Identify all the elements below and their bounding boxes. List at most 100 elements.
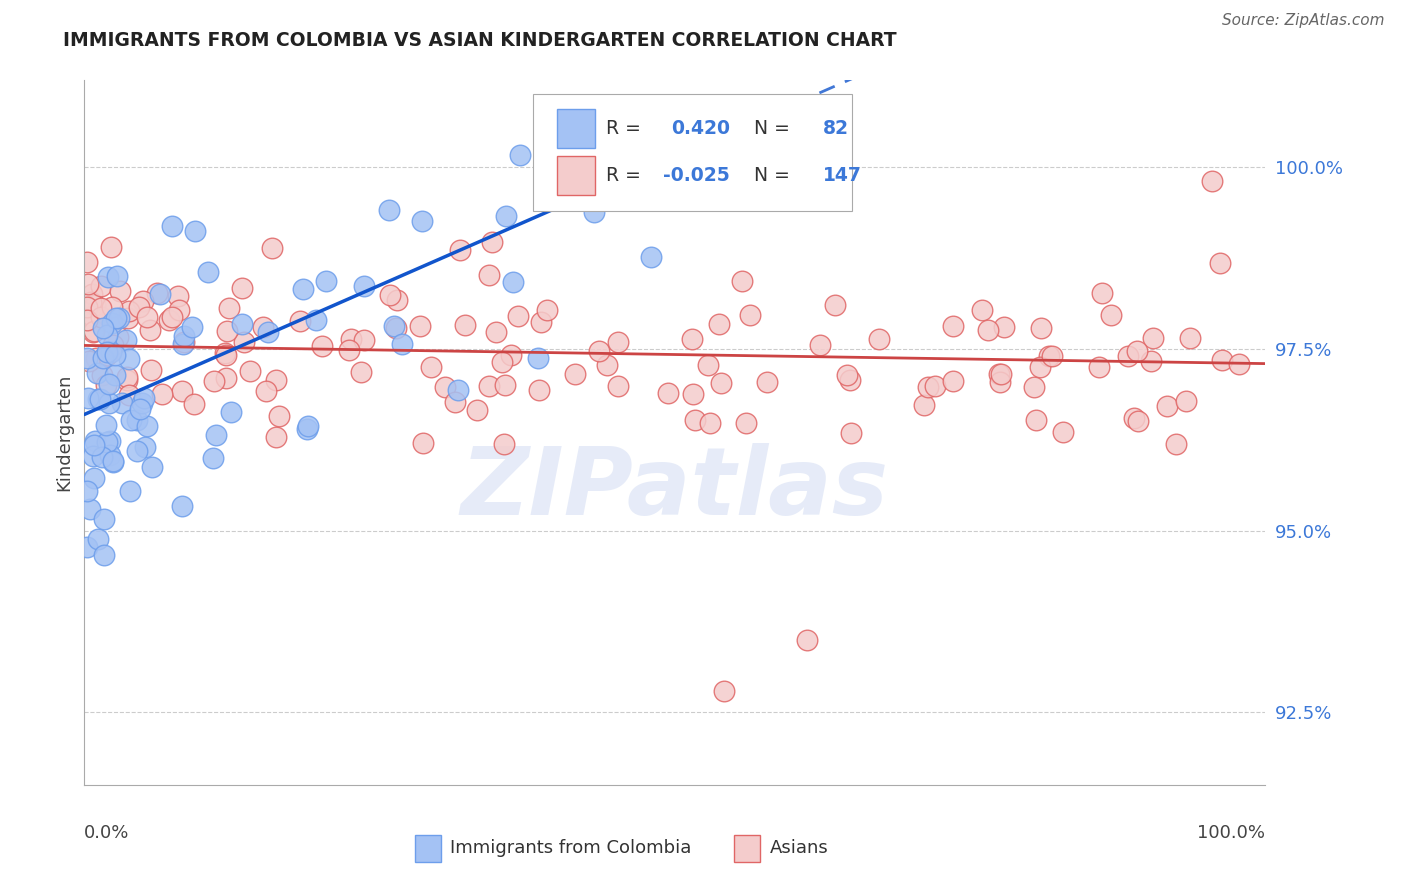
Point <box>221 405 243 419</box>
Point <box>419 359 441 374</box>
Point <box>1052 425 1074 440</box>
Point <box>657 386 679 401</box>
Point <box>254 384 277 398</box>
Point <box>606 334 628 349</box>
Point <box>232 334 254 349</box>
Point <box>311 339 333 353</box>
Point <box>127 412 149 426</box>
Text: Immigrants from Colombia: Immigrants from Colombia <box>450 839 692 857</box>
Point <box>84 351 107 365</box>
Point <box>526 351 548 366</box>
Point <box>108 284 131 298</box>
Point <box>125 443 148 458</box>
Point <box>172 500 194 514</box>
Point <box>1029 360 1052 375</box>
Point <box>129 401 152 416</box>
Point <box>173 337 195 351</box>
Point <box>93 548 115 562</box>
Point <box>260 241 283 255</box>
Point <box>378 288 401 302</box>
Point <box>105 268 128 283</box>
Point <box>100 345 122 359</box>
Text: IMMIGRANTS FROM COLOMBIA VS ASIAN KINDERGARTEN CORRELATION CHART: IMMIGRANTS FROM COLOMBIA VS ASIAN KINDER… <box>63 31 897 50</box>
Point <box>167 289 190 303</box>
Point <box>91 450 114 465</box>
Point <box>409 319 432 334</box>
Point <box>117 352 139 367</box>
Point <box>96 434 118 449</box>
Point <box>87 532 110 546</box>
Point <box>96 344 118 359</box>
Point <box>391 337 413 351</box>
Point <box>740 309 762 323</box>
Point <box>1180 331 1202 345</box>
Point <box>709 317 731 331</box>
Point <box>90 310 112 324</box>
Point <box>169 303 191 318</box>
Point <box>499 348 522 362</box>
Point <box>160 219 183 234</box>
Point <box>86 367 108 381</box>
Point <box>135 310 157 324</box>
Point <box>977 323 1000 337</box>
Point <box>288 313 311 327</box>
Point <box>101 316 124 330</box>
Point <box>252 320 274 334</box>
Text: Asians: Asians <box>769 839 828 857</box>
Point <box>1040 349 1063 363</box>
Point <box>100 301 122 315</box>
Point <box>640 250 662 264</box>
Point <box>447 383 470 397</box>
Point <box>94 377 117 392</box>
Point <box>411 213 433 227</box>
Point <box>315 274 337 288</box>
Point <box>502 275 524 289</box>
Point <box>82 287 104 301</box>
Point <box>509 147 531 161</box>
Point <box>205 428 228 442</box>
Point <box>305 313 328 327</box>
Y-axis label: Kindergarten: Kindergarten <box>55 374 73 491</box>
Point <box>1164 436 1187 450</box>
Point <box>353 279 375 293</box>
Point <box>607 378 630 392</box>
Point <box>337 343 360 358</box>
Point <box>267 409 290 423</box>
Point <box>98 448 121 462</box>
FancyBboxPatch shape <box>415 835 441 862</box>
Point <box>215 324 238 338</box>
Point <box>107 330 129 344</box>
Point <box>266 429 288 443</box>
Point <box>90 278 112 293</box>
Point <box>353 334 375 348</box>
Text: R =: R = <box>606 166 647 185</box>
Point <box>1022 379 1045 393</box>
Point <box>84 434 107 448</box>
Point <box>96 418 118 433</box>
Point <box>218 301 240 315</box>
FancyBboxPatch shape <box>533 95 852 211</box>
Point <box>1140 354 1163 368</box>
Point <box>90 301 112 316</box>
Point <box>89 392 111 407</box>
Point <box>697 359 720 373</box>
Point <box>128 301 150 315</box>
Point <box>93 351 115 365</box>
FancyBboxPatch shape <box>557 156 595 194</box>
Point <box>735 417 758 431</box>
Text: N =: N = <box>742 119 796 137</box>
Text: ZIPatlas: ZIPatlas <box>461 443 889 535</box>
Point <box>1201 174 1223 188</box>
Text: N =: N = <box>742 166 796 185</box>
Point <box>101 338 124 352</box>
Point <box>1025 412 1047 426</box>
Point <box>82 326 104 340</box>
Point <box>117 303 139 318</box>
FancyBboxPatch shape <box>557 109 595 147</box>
Point <box>214 371 236 385</box>
Point <box>412 435 434 450</box>
Point <box>835 368 858 383</box>
Point <box>76 300 98 314</box>
Point <box>292 282 315 296</box>
Point <box>634 124 657 138</box>
